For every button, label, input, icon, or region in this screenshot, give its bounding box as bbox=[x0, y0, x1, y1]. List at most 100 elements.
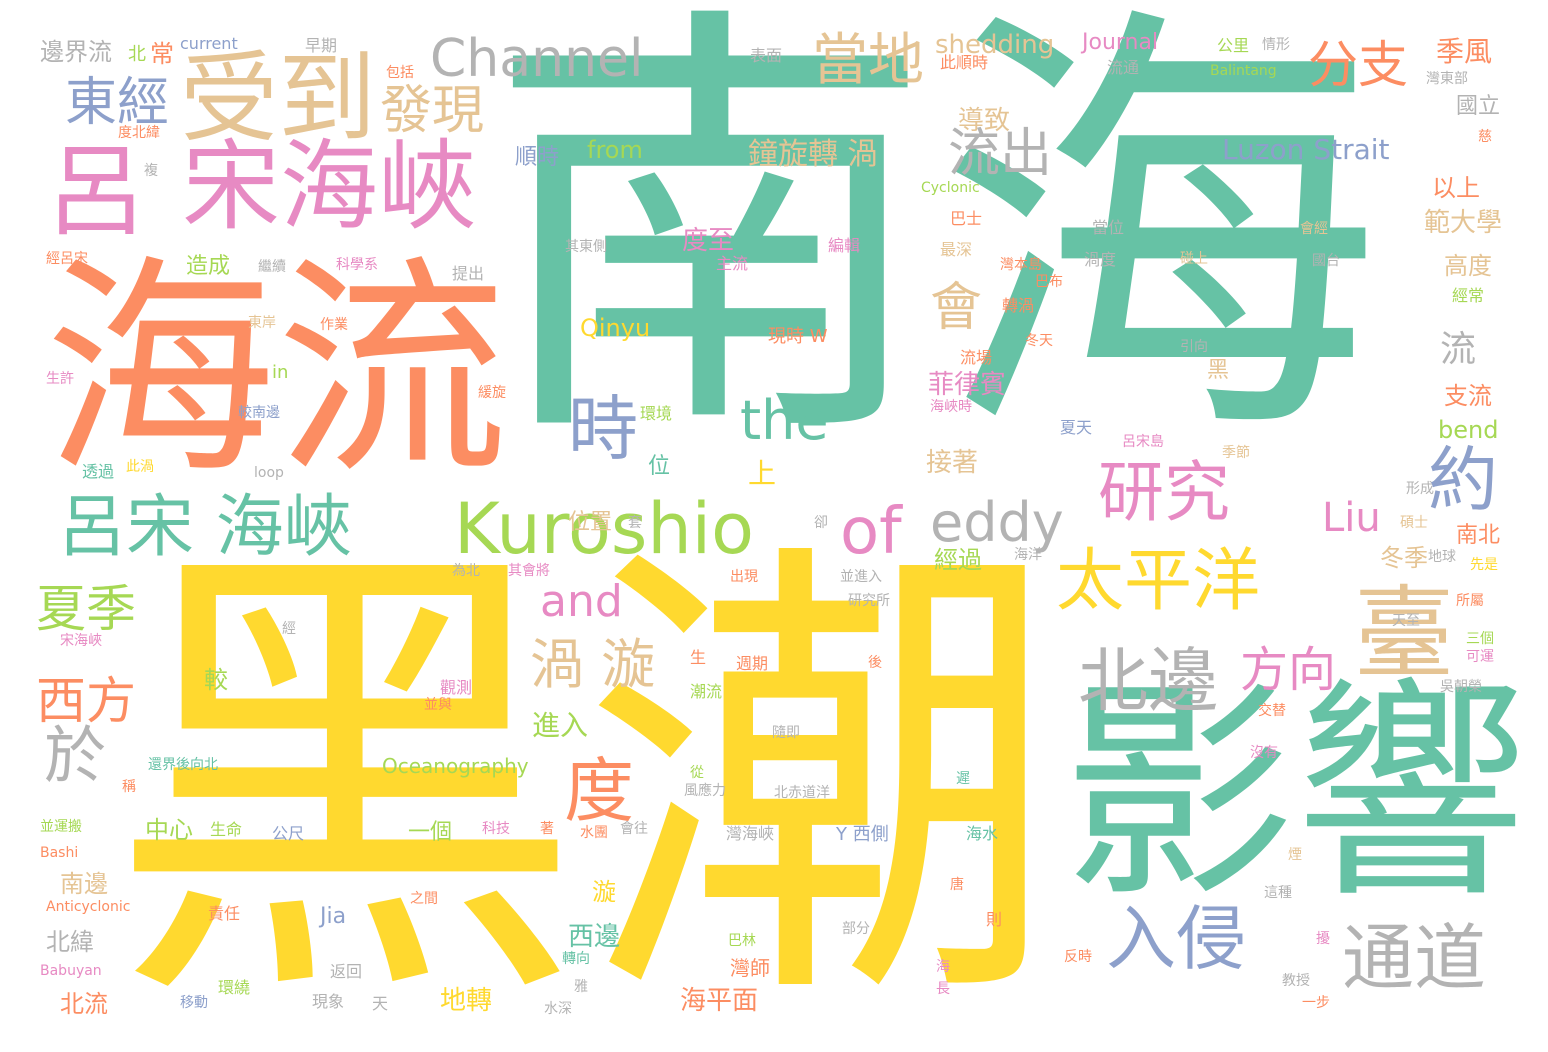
word: 影響 bbox=[1063, 659, 1528, 929]
word: 可運 bbox=[1466, 649, 1494, 665]
word: 海峽時 bbox=[930, 399, 972, 415]
word: 水深 bbox=[544, 1001, 572, 1017]
word: 繼續 bbox=[258, 259, 286, 275]
word: Bashi bbox=[40, 845, 79, 861]
word: 經呂宋 bbox=[46, 251, 88, 267]
word: Cyclonic bbox=[921, 180, 980, 196]
word: 東經 bbox=[65, 73, 170, 133]
word: 天至 bbox=[1392, 613, 1420, 629]
word: 唐 bbox=[950, 877, 964, 893]
word: 複 bbox=[144, 163, 158, 179]
word: 支流 bbox=[1444, 382, 1492, 410]
word: 西方 bbox=[36, 672, 136, 730]
word: 之間 bbox=[410, 891, 438, 907]
word: 當地 bbox=[812, 28, 924, 93]
word: Jia bbox=[320, 904, 347, 929]
word: 此渦 bbox=[126, 459, 154, 475]
word: 海 bbox=[936, 959, 950, 975]
word: 最深 bbox=[940, 240, 973, 259]
word: 研究所 bbox=[848, 593, 890, 609]
word: 宋海峽 bbox=[182, 130, 477, 244]
word: 此順時 bbox=[940, 53, 989, 72]
word: 季節 bbox=[1222, 445, 1250, 461]
word: 宋海峽 bbox=[60, 633, 102, 649]
word: 度至 bbox=[682, 226, 735, 256]
word: 表面 bbox=[750, 46, 783, 65]
word: current bbox=[180, 34, 238, 53]
word: 水團 bbox=[580, 825, 608, 841]
word: 於 bbox=[44, 719, 107, 792]
word: 現象 bbox=[312, 992, 345, 1011]
word: Kuroshio bbox=[454, 488, 754, 570]
word: 碰上 bbox=[1180, 251, 1208, 267]
word: 造成 bbox=[186, 254, 231, 279]
word: 北緯 bbox=[46, 928, 94, 956]
word: 則 bbox=[986, 910, 1003, 929]
word: 吳朝榮 bbox=[1440, 679, 1482, 695]
word: 潮流 bbox=[690, 682, 723, 701]
word: 風應力 bbox=[684, 783, 726, 799]
word: 交替 bbox=[1258, 703, 1286, 719]
word: 範大學 bbox=[1424, 208, 1503, 238]
word: 季風 bbox=[1436, 35, 1493, 68]
word: 部分 bbox=[842, 921, 870, 937]
word: 接著 bbox=[926, 448, 979, 478]
word: 為北 bbox=[452, 563, 480, 579]
word: 巴林 bbox=[728, 933, 756, 949]
word: 碩士 bbox=[1400, 515, 1428, 531]
word: 生 bbox=[690, 648, 707, 667]
word: 呂宋島 bbox=[1122, 434, 1164, 450]
word: 當位 bbox=[1092, 218, 1125, 237]
word: 南邊 bbox=[60, 870, 108, 898]
word: 緩旋 bbox=[478, 385, 506, 401]
word: 冬季 bbox=[1380, 544, 1428, 572]
word: Anticyclonic bbox=[46, 899, 131, 915]
word: 夏季 bbox=[36, 580, 136, 638]
word: 週期 bbox=[736, 654, 769, 673]
word: 冬天 bbox=[1025, 333, 1053, 349]
word: Babuyan bbox=[40, 963, 102, 979]
word: Journal bbox=[1082, 30, 1159, 55]
word: 東岸 bbox=[248, 315, 276, 331]
word: 其東側 bbox=[565, 239, 607, 255]
word: 受到 bbox=[180, 42, 377, 156]
word: 海水 bbox=[966, 824, 999, 843]
word: 並進入 bbox=[840, 569, 882, 585]
word: shedding bbox=[935, 30, 1055, 60]
word: 北流 bbox=[60, 990, 108, 1018]
word: 卻 bbox=[814, 515, 828, 531]
word: 太平洋 bbox=[1056, 542, 1261, 621]
word: in bbox=[272, 362, 289, 383]
word: 經 bbox=[282, 621, 296, 637]
word: 作業 bbox=[320, 317, 348, 333]
word: of bbox=[840, 495, 902, 569]
word: eddy bbox=[930, 491, 1064, 554]
word: 進入 bbox=[532, 709, 589, 742]
word: 從 bbox=[690, 765, 704, 781]
word: 經常 bbox=[1452, 286, 1485, 305]
word: 呂宋 海峽 bbox=[58, 488, 352, 567]
word: 流 bbox=[1440, 329, 1477, 370]
word: 並與 bbox=[424, 697, 452, 713]
word: 公尺 bbox=[272, 824, 305, 843]
word: 早期 bbox=[305, 36, 338, 55]
word: 轉向 bbox=[562, 951, 590, 967]
word: 灣師 bbox=[730, 956, 770, 980]
word: 透過 bbox=[82, 462, 115, 481]
word: and bbox=[540, 576, 623, 627]
word: 巴士 bbox=[950, 209, 983, 228]
word: 套 bbox=[628, 515, 642, 531]
word: 較南邊 bbox=[238, 405, 280, 421]
word: Liu bbox=[1322, 495, 1381, 541]
word: 反時 bbox=[1064, 949, 1092, 965]
word: 地球 bbox=[1428, 549, 1456, 565]
word: bend bbox=[1438, 416, 1499, 444]
word: 編輯 bbox=[828, 236, 861, 255]
word: 現時 W bbox=[768, 326, 828, 347]
word: 方向 bbox=[1240, 642, 1337, 698]
word: 中心 bbox=[145, 816, 193, 844]
word: 提出 bbox=[452, 264, 485, 283]
word: 北赤道洋 bbox=[774, 785, 830, 801]
word: 較 bbox=[204, 666, 228, 694]
word: 科技 bbox=[482, 821, 510, 837]
